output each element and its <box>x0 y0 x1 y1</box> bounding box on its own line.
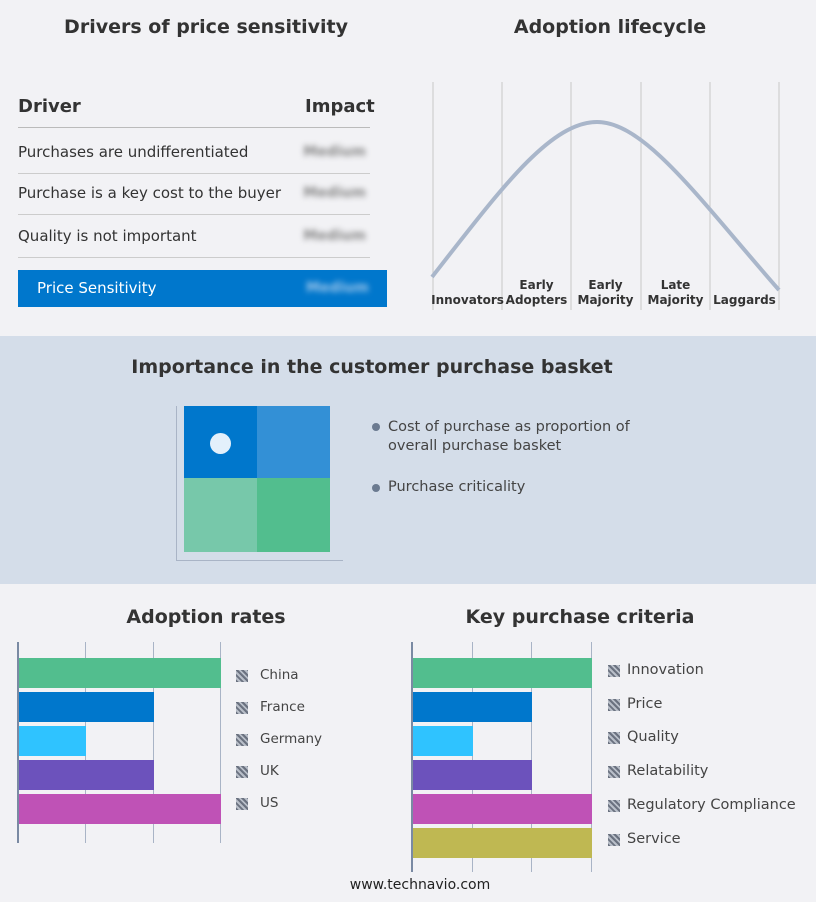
kpc-title: Key purchase criteria <box>465 606 695 628</box>
bar-china <box>19 658 221 688</box>
lifecycle-chart <box>430 82 781 310</box>
bar-us <box>19 794 221 824</box>
stage-label: Early Adopters <box>505 278 568 307</box>
legend-label: France <box>260 699 305 715</box>
legend-label: UK <box>260 763 279 779</box>
driver-row: Purchase is a key cost to the buyer Mediu… <box>18 172 370 215</box>
stage-label: Innovators <box>431 293 504 307</box>
legend-swatch-icon <box>608 833 620 846</box>
lifecycle-title: Adoption lifecycle <box>513 16 707 38</box>
legend-label: Quality <box>627 729 679 746</box>
bar-france <box>19 692 154 722</box>
bar-quality <box>413 726 473 756</box>
legend-swatch-icon <box>608 766 620 779</box>
legend-label: Price <box>627 695 663 712</box>
y-axis <box>17 642 19 843</box>
driver-row: Quality is not important Medium <box>18 215 370 258</box>
col-impact: Impact <box>305 96 375 117</box>
matrix-axes <box>176 406 343 561</box>
adoption-curve <box>430 119 781 292</box>
impact-value: Medium <box>303 144 366 160</box>
legend-swatch-icon <box>608 698 620 711</box>
legend-swatch-icon <box>608 732 620 745</box>
bar-relatability <box>413 760 533 790</box>
header-divider <box>18 127 370 128</box>
stage-label: Early Majority <box>577 278 634 307</box>
legend-swatch-icon <box>236 734 248 746</box>
legend-label: US <box>260 795 279 811</box>
legend-label: Service <box>627 830 681 847</box>
basket-legend-cost: Cost of purchase as proportion of overal… <box>388 419 630 454</box>
bullet-icon <box>372 484 380 492</box>
bullet-icon <box>372 423 380 431</box>
position-marker <box>210 433 231 454</box>
legend-swatch-icon <box>236 798 248 810</box>
matrix-q4 <box>257 478 330 552</box>
gridline <box>591 642 592 872</box>
footer-url: www.technavio.com <box>349 877 491 893</box>
summary-label: Price Sensitivity <box>37 279 157 297</box>
legend-label: China <box>260 667 299 683</box>
bar-innovation <box>413 658 592 688</box>
stage-label: Late Majority <box>647 278 704 307</box>
legend-swatch-icon <box>608 799 620 812</box>
legend-label: Relatability <box>627 763 709 780</box>
adoption-rates-title: Adoption rates <box>126 606 286 628</box>
impact-value: Medium <box>303 228 366 244</box>
legend-swatch-icon <box>608 665 620 677</box>
gridline <box>471 642 473 872</box>
legend-swatch-icon <box>236 670 248 682</box>
col-driver: Driver <box>18 96 81 117</box>
gridline <box>220 642 221 843</box>
legend-label: Germany <box>260 731 323 747</box>
legend-label: Innovation <box>627 662 704 678</box>
bar-germany <box>19 726 87 756</box>
driver-label: Purchases are undifferentiated <box>18 143 249 161</box>
drivers-title: Drivers of price sensitivity <box>64 16 348 38</box>
y-axis <box>411 642 413 872</box>
impact-value: Medium <box>303 185 366 201</box>
basket-legend-criticality: Purchase criticality <box>388 479 526 495</box>
gridline <box>152 642 154 843</box>
price-sensitivity-summary: Price Sensitivity Medium <box>18 270 387 307</box>
gridline <box>531 642 533 872</box>
driver-label: Purchase is a key cost to the buyer <box>18 184 282 202</box>
bar-uk <box>19 760 154 790</box>
driver-label: Quality is not important <box>18 227 197 245</box>
bar-price <box>413 692 533 722</box>
bar-service <box>413 828 592 858</box>
bar-regulatory-compliance <box>413 794 592 824</box>
driver-row: Purchases are undifferentiated Medium <box>18 131 370 174</box>
legend-swatch-icon <box>236 702 248 714</box>
basket-title: Importance in the customer purchase bask… <box>131 356 613 378</box>
matrix-q3 <box>184 478 257 552</box>
matrix-q2 <box>257 406 330 478</box>
summary-impact: Medium <box>306 280 369 296</box>
legend-label: Regulatory Compliance <box>627 796 796 813</box>
basket-section <box>0 336 816 584</box>
legend-swatch-icon <box>236 766 248 778</box>
stage-label: Laggards <box>713 293 776 307</box>
